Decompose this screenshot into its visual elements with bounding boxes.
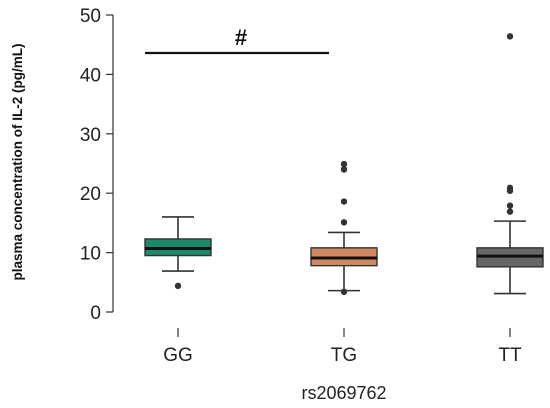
outlier-tg-2 [340, 198, 348, 205]
outlier-tt-4 [506, 33, 514, 40]
y-axis-title: plasma concentration of IL-2 (pg/mL) [10, 43, 25, 280]
y-axis: 0 10 20 30 40 50 [80, 6, 114, 324]
outlier-tg-1 [340, 219, 348, 226]
outlier-tg-4 [340, 160, 348, 168]
x-tick-label-gg: GG [163, 345, 193, 366]
y-tick-label-10: 10 [80, 244, 101, 265]
y-tick-label-40: 40 [80, 65, 101, 86]
x-axis-title: rs2069762 [301, 383, 386, 403]
y-tick-label-50: 50 [80, 6, 101, 27]
annotations: # [145, 25, 329, 55]
box-group-gg [144, 216, 212, 290]
box-group-tg [310, 160, 378, 296]
x-tick-label-tg: TG [331, 345, 357, 366]
y-tick-label-20: 20 [80, 184, 101, 205]
outlier-tg-0 [340, 288, 348, 296]
x-axis: GG TG TT [163, 328, 522, 366]
outlier-gg-0 [174, 282, 182, 290]
x-tick-label-tt: TT [498, 345, 522, 366]
outlier-tg-3 [340, 166, 348, 173]
outlier-tt-3 [506, 184, 514, 192]
outlier-tt-0 [506, 208, 514, 215]
y-tick-label-0: 0 [90, 303, 101, 324]
plot-area [144, 33, 544, 296]
significance-label-0: # [235, 25, 247, 50]
outlier-tt-1 [506, 202, 514, 209]
y-tick-label-30: 30 [80, 125, 101, 146]
box-group-tt [476, 33, 544, 295]
